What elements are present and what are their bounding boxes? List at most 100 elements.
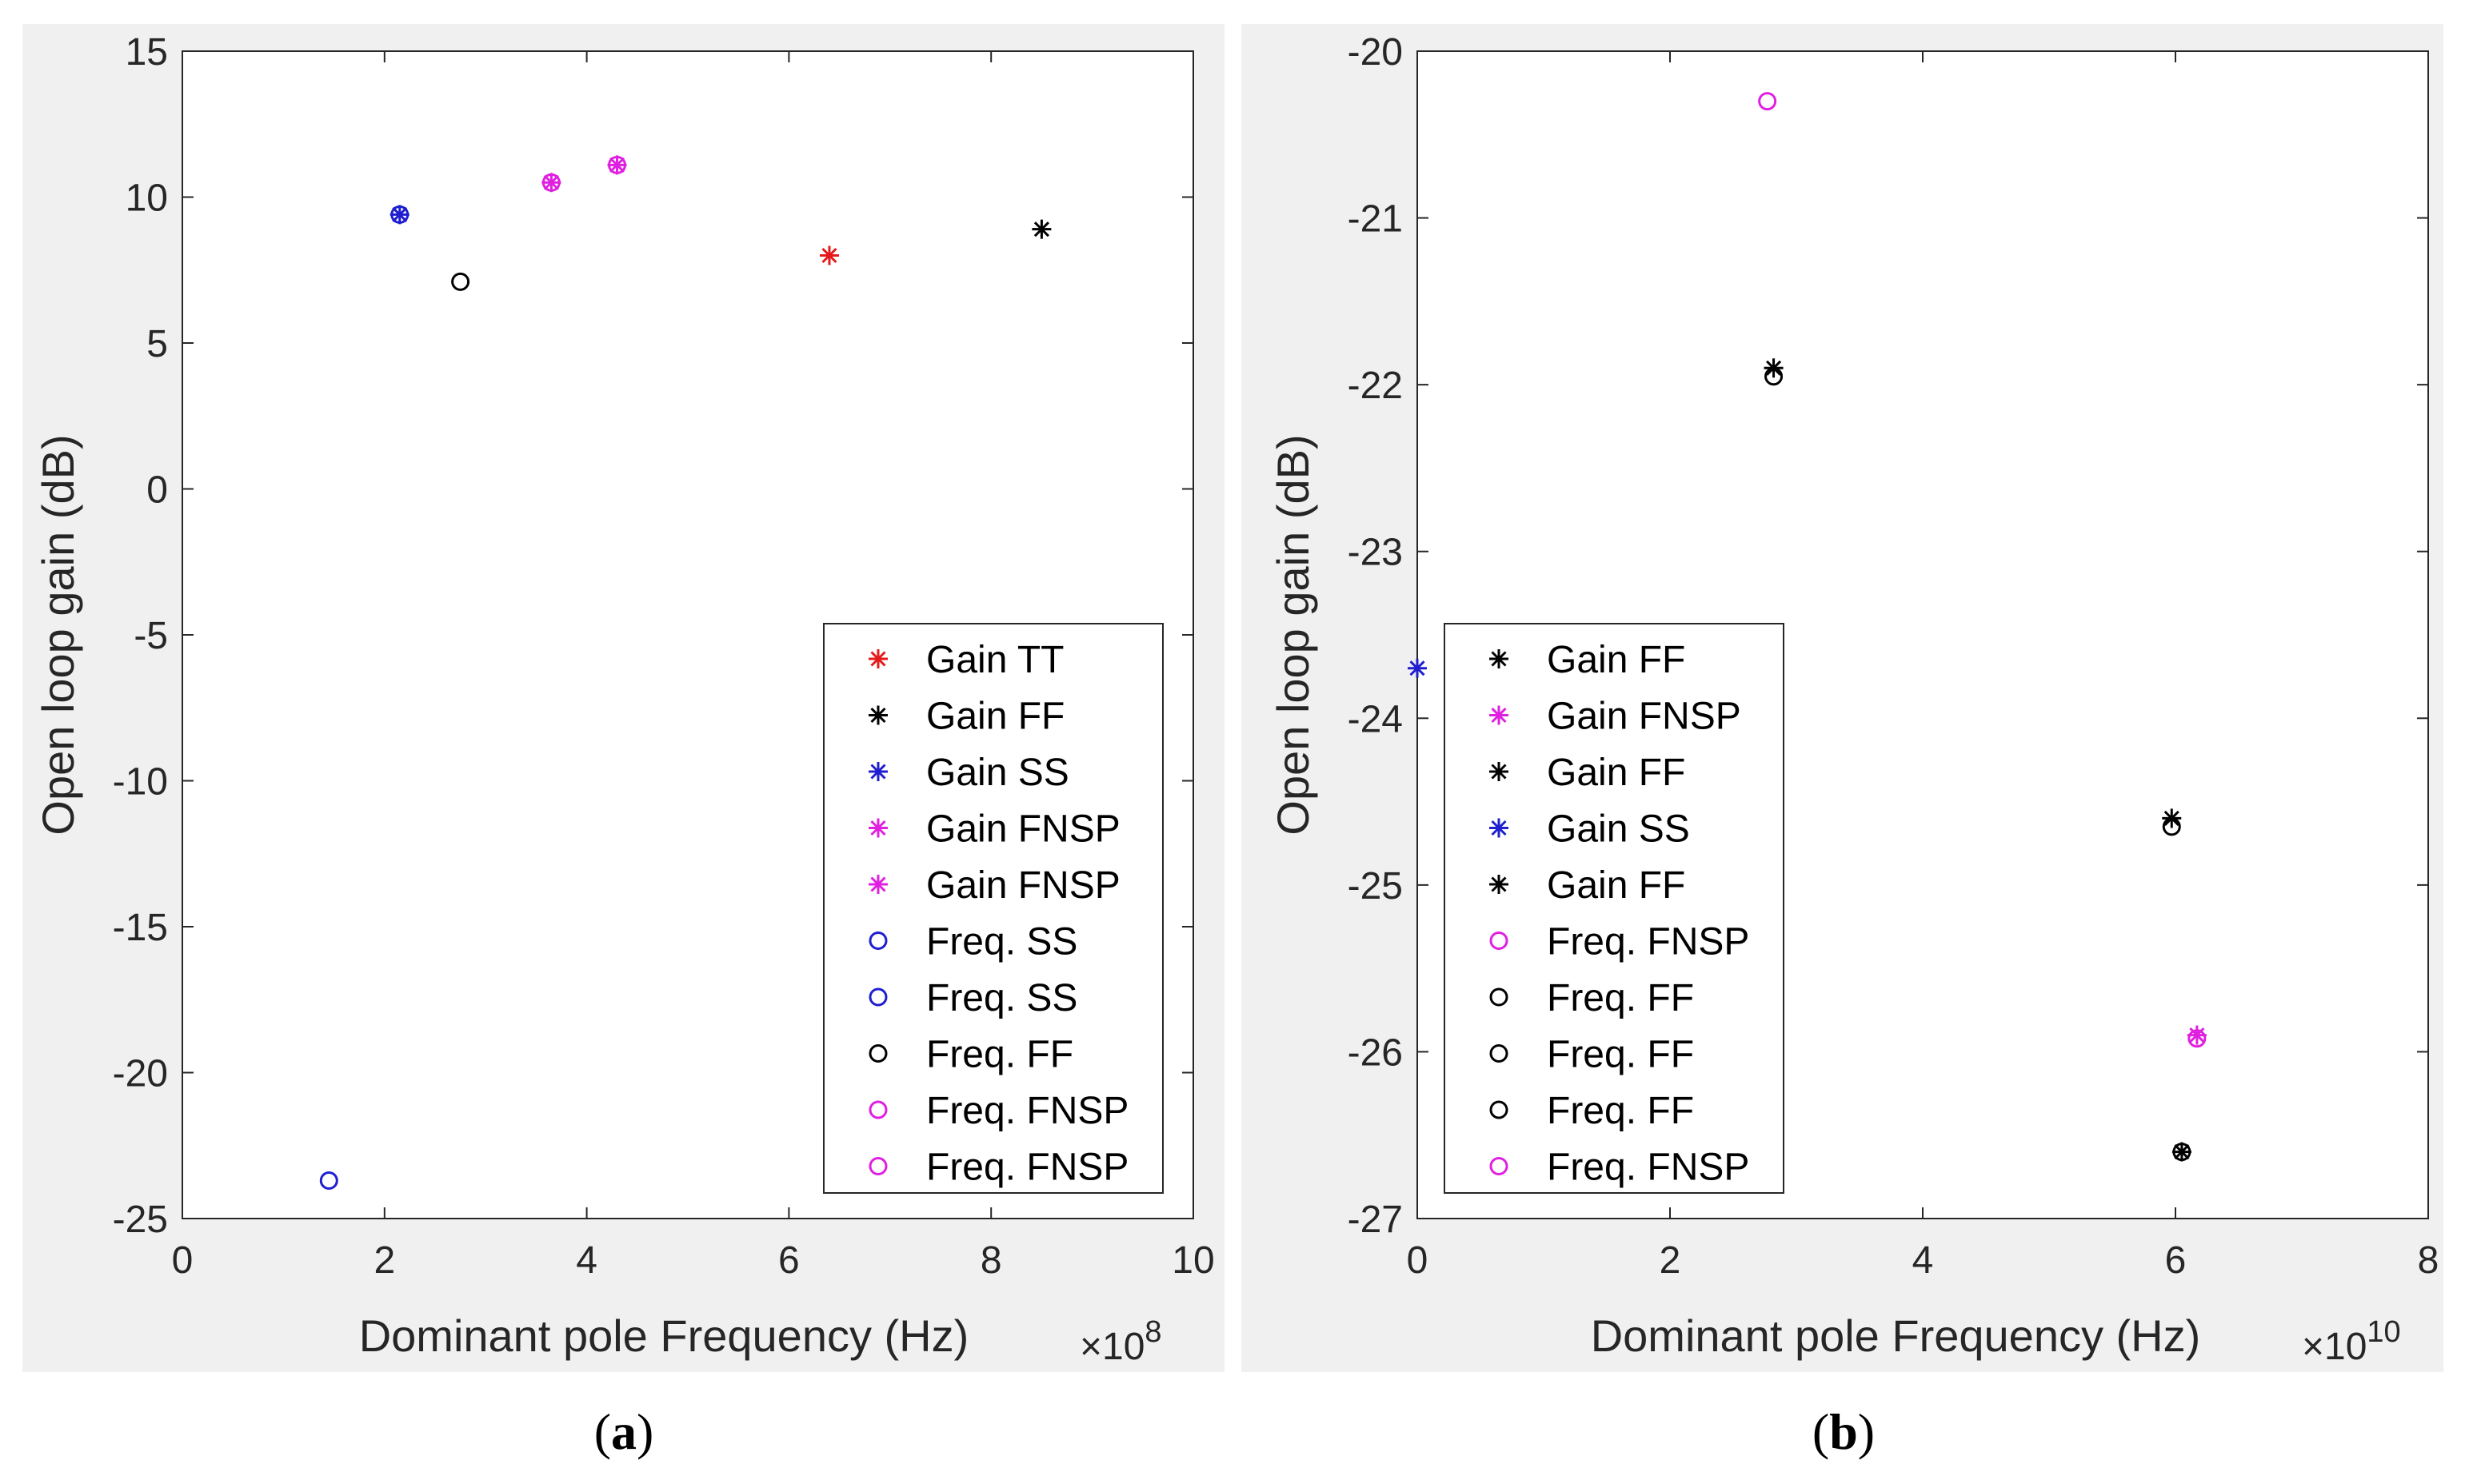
legend-label: Freq. FNSP bbox=[1547, 1147, 1749, 1189]
data-point-freq-fnsp bbox=[1758, 92, 1777, 111]
legend-label: Freq. FF bbox=[1547, 1090, 1694, 1132]
legend-marker-freq-fnsp bbox=[1489, 1157, 1508, 1175]
y-tick-label: -20 bbox=[113, 1053, 168, 1095]
data-point-gain-tt bbox=[819, 245, 839, 265]
chart-panel-a: 15 10 5 0 -5 -10 -15 -20 -25 0 2 4 6 8 10 Open loop g… bbox=[22, 24, 1225, 1372]
data-point-gain-fnsp bbox=[541, 173, 561, 193]
legend-label: Gain FNSP bbox=[1547, 696, 1741, 738]
data-point-freq-ff bbox=[451, 272, 470, 291]
panel-a-y-ticks: 15 10 5 0 -5 -10 -15 -20 -25 bbox=[113, 31, 1193, 1241]
data-point-freq-ff bbox=[2162, 817, 2181, 836]
legend-marker-gain-fnsp bbox=[869, 875, 888, 894]
panel-b-x-axis-label: Dominant pole Frequency (Hz) bbox=[1591, 1310, 2201, 1361]
y-tick-label: 0 bbox=[146, 469, 168, 512]
x-tick-label: 6 bbox=[778, 1239, 800, 1282]
x-tick-label: 2 bbox=[374, 1239, 395, 1282]
data-point-gain-ff bbox=[1032, 219, 1052, 239]
y-tick-label: -22 bbox=[1348, 365, 1403, 407]
x-tick-label: 10 bbox=[1172, 1239, 1214, 1282]
x-tick-label: 0 bbox=[1407, 1239, 1428, 1282]
y-tick-label: -10 bbox=[113, 761, 168, 804]
legend-label: Gain FF bbox=[1547, 639, 1685, 681]
legend-marker-gain-ff bbox=[869, 705, 888, 725]
panel-b-y-axis-label: Open loop gain (dB) bbox=[1268, 434, 1318, 835]
legend-marker-gain-ff bbox=[1489, 875, 1508, 894]
legend-label: Gain FF bbox=[926, 696, 1065, 738]
legend-label: Freq. SS bbox=[926, 921, 1077, 963]
x-tick-label: 0 bbox=[172, 1239, 194, 1282]
y-tick-label: -15 bbox=[113, 907, 168, 949]
legend-marker-gain-ff bbox=[1489, 762, 1508, 781]
legend-label: Gain FNSP bbox=[926, 808, 1121, 851]
legend-marker-gain-tt bbox=[869, 649, 888, 668]
y-tick-label: -23 bbox=[1348, 532, 1403, 574]
data-point-freq-fnsp bbox=[541, 173, 561, 192]
x-tick-label: 8 bbox=[2418, 1239, 2439, 1282]
legend-label: Gain SS bbox=[1547, 808, 1690, 851]
legend-label: Freq. FF bbox=[926, 1034, 1073, 1076]
legend-label: Freq. FF bbox=[1547, 1034, 1694, 1076]
x-tick-label: 8 bbox=[981, 1239, 1002, 1282]
y-tick-label: -25 bbox=[113, 1199, 168, 1241]
legend-label: Gain SS bbox=[926, 752, 1069, 794]
panel-a-data-points bbox=[319, 155, 1052, 1191]
legend-marker-gain-ss bbox=[1489, 818, 1508, 838]
y-tick-label: -24 bbox=[1348, 698, 1403, 740]
panel-a-x-ticks: 0 2 4 6 8 10 bbox=[172, 51, 1215, 1282]
data-point-gain-ss bbox=[390, 205, 410, 225]
data-point-freq-ff bbox=[1764, 367, 1784, 386]
data-point-freq-fnsp bbox=[2187, 1029, 2207, 1048]
legend-label: Freq. SS bbox=[926, 977, 1077, 1019]
y-tick-label: -21 bbox=[1348, 198, 1403, 241]
legend-marker-freq-fnsp bbox=[869, 1157, 888, 1175]
panel-b-x-exponent: ×1010 bbox=[2302, 1315, 2401, 1368]
legend-label: Freq. FF bbox=[1547, 977, 1694, 1019]
legend-marker-gain-fnsp bbox=[1489, 705, 1508, 725]
legend-marker-freq-fnsp bbox=[1489, 931, 1508, 950]
legend-marker-freq-ff bbox=[1489, 1100, 1508, 1119]
y-tick-label: 15 bbox=[126, 31, 168, 74]
legend-marker-freq-ff bbox=[1489, 1044, 1508, 1063]
x-tick-label: 4 bbox=[1912, 1239, 1934, 1282]
legend-marker-freq-ss bbox=[869, 987, 888, 1007]
legend-label: Gain FF bbox=[1547, 864, 1685, 907]
data-point-freq-ff bbox=[2172, 1143, 2191, 1162]
legend-label: Gain TT bbox=[926, 639, 1065, 681]
data-point-freq-ss bbox=[390, 205, 410, 224]
legend-label: Freq. FNSP bbox=[926, 1090, 1129, 1132]
data-point-freq-fnsp bbox=[608, 155, 627, 174]
x-tick-label: 6 bbox=[2165, 1239, 2187, 1282]
y-tick-label: -27 bbox=[1348, 1199, 1403, 1241]
legend-marker-gain-ff bbox=[1489, 649, 1508, 668]
panel-b-legend-entries: Gain FF Gain FNSP Gain FF Gain SS Gain FF Fre… bbox=[1489, 639, 1749, 1189]
panel-a-y-axis-label: Open loop gain (dB) bbox=[33, 434, 83, 835]
panel-b-x-ticks: 0 2 4 6 8 bbox=[1407, 51, 2439, 1282]
legend-marker-freq-ff bbox=[869, 1044, 888, 1063]
panel-a-x-exponent: ×108 bbox=[1080, 1315, 1162, 1368]
panel-a-x-axis-label: Dominant pole Frequency (Hz) bbox=[359, 1310, 969, 1361]
legend-marker-freq-ff bbox=[1489, 987, 1508, 1007]
y-tick-label: -20 bbox=[1348, 31, 1403, 74]
legend-label: Freq. FNSP bbox=[926, 1147, 1129, 1189]
data-point-gain-ff bbox=[2171, 1142, 2191, 1162]
y-tick-label: -5 bbox=[134, 615, 168, 657]
panel-a-caption: (a) bbox=[594, 1403, 654, 1460]
panel-b-data-points bbox=[1408, 92, 2207, 1162]
legend-label: Gain FF bbox=[1547, 752, 1685, 794]
legend-marker-gain-ss bbox=[869, 762, 888, 781]
chart-panel-b: -20 -21 -22 -23 -24 -25 -26 -27 0 2 4 6 8 Open loop… bbox=[1241, 24, 2443, 1372]
panel-b-caption: (b) bbox=[1812, 1403, 1875, 1460]
legend-label: Gain FNSP bbox=[926, 864, 1121, 907]
x-tick-label: 4 bbox=[576, 1239, 597, 1282]
legend-label: Freq. FNSP bbox=[1547, 921, 1749, 963]
panel-b-y-ticks: -20 -21 -22 -23 -24 -25 -26 -27 bbox=[1348, 31, 2428, 1241]
x-tick-label: 2 bbox=[1660, 1239, 1681, 1282]
y-tick-label: -26 bbox=[1348, 1031, 1403, 1074]
y-tick-label: 5 bbox=[146, 323, 168, 365]
y-tick-label: 10 bbox=[126, 178, 168, 220]
y-tick-label: -25 bbox=[1348, 865, 1403, 908]
legend-marker-freq-ss bbox=[869, 931, 888, 950]
legend-marker-freq-fnsp bbox=[869, 1100, 888, 1119]
legend-marker-gain-fnsp bbox=[869, 818, 888, 838]
